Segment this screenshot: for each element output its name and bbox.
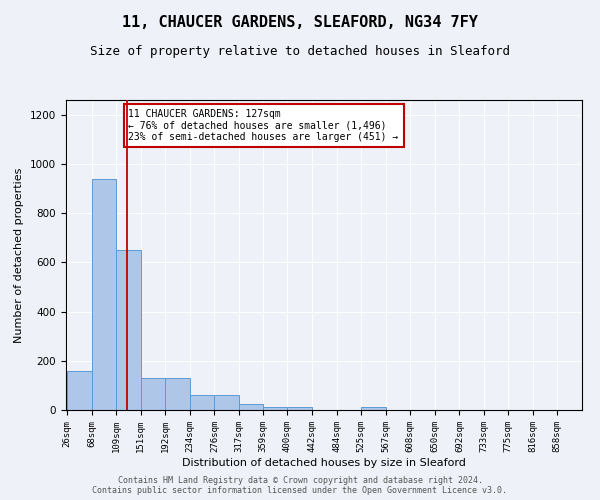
Bar (361, 407, 386, 410)
Text: 11, CHAUCER GARDENS, SLEAFORD, NG34 7FY: 11, CHAUCER GARDENS, SLEAFORD, NG34 7FY (122, 15, 478, 30)
Bar (287, 407, 312, 410)
Bar (190, 395, 214, 410)
Text: 11 CHAUCER GARDENS: 127sqm
← 76% of detached houses are smaller (1,496)
23% of s: 11 CHAUCER GARDENS: 127sqm ← 76% of deta… (128, 110, 398, 142)
Bar (141, 378, 165, 410)
Y-axis label: Number of detached properties: Number of detached properties (14, 168, 25, 342)
X-axis label: Distribution of detached houses by size in Sleaford: Distribution of detached houses by size … (182, 458, 466, 468)
Bar (92, 178, 116, 410)
Bar (239, 404, 263, 410)
Text: Size of property relative to detached houses in Sleaford: Size of property relative to detached ho… (90, 45, 510, 58)
Bar (214, 395, 239, 410)
Text: Contains HM Land Registry data © Crown copyright and database right 2024.
Contai: Contains HM Land Registry data © Crown c… (92, 476, 508, 495)
Bar (116, 250, 141, 410)
Bar (67, 370, 92, 410)
Bar (263, 407, 287, 410)
Bar (165, 378, 190, 410)
